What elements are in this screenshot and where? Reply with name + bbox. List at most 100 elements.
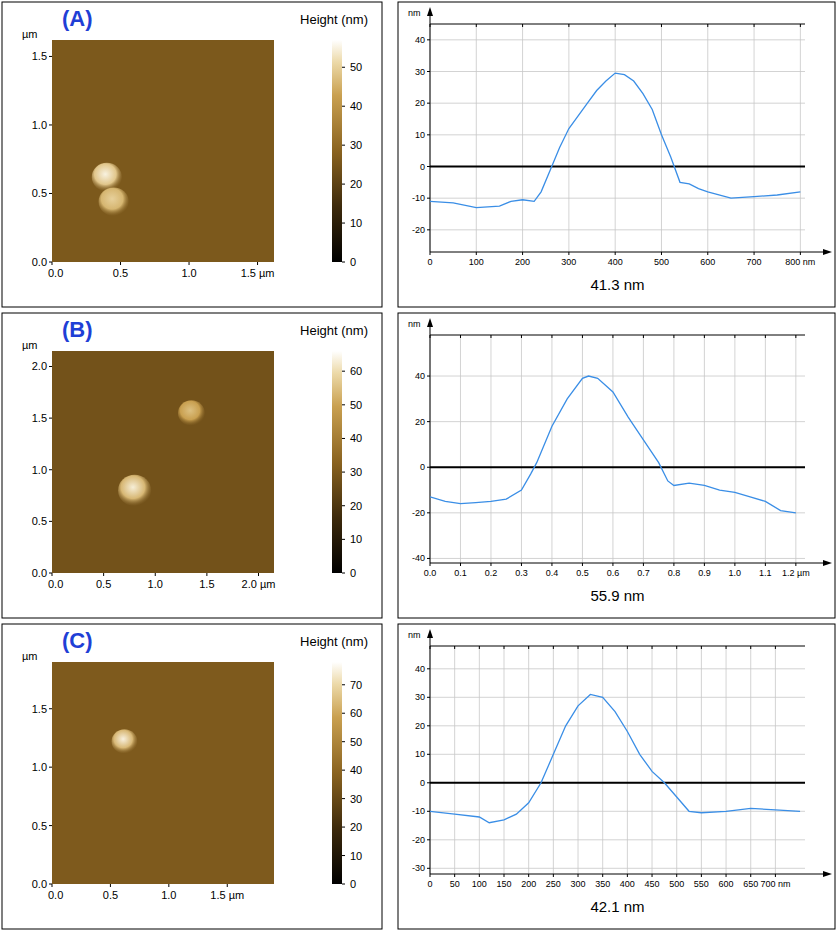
x-tick-label: 300	[561, 257, 576, 267]
x-tick-label: 0.5	[96, 578, 111, 590]
x-tick-top	[615, 24, 616, 27]
x-grid	[673, 335, 674, 563]
x-grid	[490, 335, 491, 563]
y-grid	[430, 811, 805, 812]
frame-top	[430, 335, 805, 336]
x-tick-top	[454, 646, 455, 649]
x-tick	[479, 874, 480, 877]
x-tick-label: 200	[521, 879, 536, 889]
x-grid	[522, 24, 523, 252]
x-tick-label: 350	[595, 879, 610, 889]
x-tick	[460, 563, 461, 566]
x-tick	[430, 563, 431, 566]
colorbar-tick-label: 60	[350, 707, 362, 719]
x-tick	[189, 262, 190, 265]
x-tick-label: 0.5	[576, 568, 589, 578]
x-tick-top	[578, 646, 579, 649]
x-tick-label: 0.8	[668, 568, 681, 578]
y-tick	[49, 767, 52, 768]
caption: 41.3 nm	[590, 276, 644, 293]
y-grid	[430, 512, 805, 513]
y-arrow	[427, 318, 433, 327]
x-tick-top	[612, 335, 613, 338]
x-tick	[643, 563, 644, 566]
x-tick	[430, 874, 431, 877]
x-tick	[795, 563, 796, 566]
colorbar-tick	[342, 684, 345, 685]
colorbar-tick	[342, 827, 345, 828]
x-tick	[168, 884, 169, 887]
colorbar-tick-label: 30	[350, 793, 362, 805]
image-area	[52, 662, 274, 884]
x-grid	[754, 24, 755, 252]
x-tick-label: 1.5 µm	[210, 889, 244, 901]
colorbar-tick	[342, 262, 345, 263]
x-tick	[258, 573, 259, 576]
colorbar-title: Height (nm)	[300, 12, 368, 27]
x-grid	[661, 24, 662, 252]
x-tick	[476, 252, 477, 255]
zero-line	[430, 166, 805, 168]
x-tick-label: 150	[496, 879, 511, 889]
y-unit: nm	[408, 8, 421, 18]
x-tick	[120, 262, 121, 265]
y-tick	[427, 229, 430, 230]
y-grid	[430, 725, 805, 726]
y-tick	[427, 39, 430, 40]
x-tick-top	[643, 335, 644, 338]
x-arrow	[823, 249, 832, 255]
x-tick-label: 0.0	[48, 889, 63, 901]
y-tick	[427, 668, 430, 669]
plot-area	[430, 694, 805, 822]
y-tick	[427, 71, 430, 72]
plot-area	[430, 73, 805, 208]
x-tick	[521, 563, 522, 566]
colorbar-tick	[342, 770, 345, 771]
x-tick-label: 400	[608, 257, 623, 267]
x-tick	[257, 262, 258, 265]
panel-frame	[2, 313, 382, 618]
colorbar-tick	[342, 539, 345, 540]
y-tick	[427, 697, 430, 698]
y-tick-label: -20	[412, 835, 425, 845]
profile-line	[430, 376, 796, 513]
colorbar-tick-label: 50	[350, 736, 362, 748]
x-arrow	[823, 560, 832, 566]
x-tick-label: 2.0 µm	[242, 578, 276, 590]
panel-frame	[398, 624, 835, 929]
x-tick	[110, 884, 111, 887]
colorbar-tick-label: 70	[350, 679, 362, 691]
x-tick	[701, 874, 702, 877]
y-tick-label: 20	[415, 721, 425, 731]
y-tick-label: 0	[420, 162, 425, 172]
x-grid	[707, 24, 708, 252]
y-tick-label: 0	[420, 778, 425, 788]
x-tick-label: 200	[515, 257, 530, 267]
y-tick-label: 30	[415, 67, 425, 77]
x-tick-top	[490, 335, 491, 338]
x-tick-label: 500	[654, 257, 669, 267]
x-grid	[704, 335, 705, 563]
y-tick-label: 0.0	[32, 256, 47, 268]
y-grid	[430, 71, 805, 72]
y-grid	[430, 782, 805, 783]
x-tick-top	[704, 335, 705, 338]
panel-frame	[2, 624, 382, 929]
y-tick-label: 1.0	[32, 761, 47, 773]
x-tick-label: 0.7	[637, 568, 650, 578]
particle	[92, 163, 122, 192]
y-tick-label: 1.5	[32, 412, 47, 424]
y-unit: nm	[408, 630, 421, 640]
y-tick	[427, 376, 430, 377]
y-tick-label: 1.5	[32, 703, 47, 715]
x-tick-label: 50	[450, 879, 460, 889]
x-grid	[551, 335, 552, 563]
colorbar-tick-label: 60	[350, 365, 362, 377]
x-tick-label: 0.5	[103, 889, 118, 901]
colorbar-tick-label: 0	[350, 567, 356, 579]
y-tick-label: 10	[415, 130, 425, 140]
x-tick-label: 400	[620, 879, 635, 889]
x-tick-label: 0	[427, 257, 432, 267]
x-tick-top	[528, 646, 529, 649]
x-tick	[734, 563, 735, 566]
